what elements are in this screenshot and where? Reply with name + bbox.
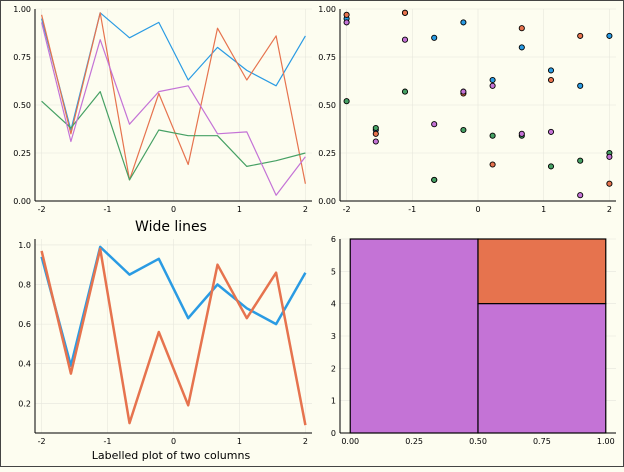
- scatter-point-3: [489, 132, 496, 139]
- x-tick-label: -2: [38, 437, 46, 446]
- x-tick-label: -1: [408, 205, 416, 214]
- scatter-point-2: [606, 180, 613, 187]
- scatter-point-2: [547, 76, 555, 84]
- x-tick-label: 1: [237, 205, 242, 214]
- scatter-point-1: [547, 67, 555, 74]
- x-tick-label: 0: [171, 205, 176, 214]
- scatter-point-3: [372, 124, 379, 132]
- y-tick-label: 0: [331, 429, 336, 438]
- x-tick-label: -1: [104, 437, 112, 446]
- x-tick-label: 0.00: [341, 437, 359, 446]
- scatter-point-3: [401, 88, 409, 95]
- y-tick-label: 0.50: [13, 101, 31, 110]
- series-line-4: [41, 22, 306, 196]
- y-tick-label: 0.50: [318, 101, 336, 110]
- x-tick-label: 1.00: [597, 437, 615, 446]
- y-tick-label: 2: [331, 364, 336, 373]
- grid-cell-3: [477, 303, 607, 434]
- y-tick-label: 5: [331, 267, 336, 276]
- x-tick-label: 0: [475, 205, 480, 214]
- x-tick-label: -2: [38, 205, 46, 214]
- y-tick-label: 0.25: [13, 149, 31, 158]
- x-tick-label: 2: [303, 437, 308, 446]
- series-line-2: [41, 12, 306, 184]
- y-tick-label: 1.00: [318, 5, 336, 14]
- y-tick-label: 4: [331, 300, 336, 309]
- x-tick-label: 1: [237, 437, 242, 446]
- scatter-point-2: [372, 130, 379, 137]
- scatter-point-4: [372, 138, 379, 145]
- scatter-point-4: [460, 88, 467, 95]
- y-tick-label: 0.00: [318, 197, 336, 206]
- x-tick-label: 0.25: [405, 437, 423, 446]
- panel-line-bottom-left: -2 -1 0 1 2 0.2 0.4 0.6 0.8 1.0: [18, 239, 312, 446]
- scatter-point-4: [606, 153, 613, 160]
- y-tick-label: 0.25: [318, 149, 336, 158]
- scatter-point-4: [518, 130, 525, 137]
- y-tick-label: 3: [331, 332, 336, 341]
- y-tick-label: 0.00: [13, 197, 31, 206]
- x-tick-label: 2: [607, 205, 612, 214]
- scatter-point-4: [343, 19, 350, 26]
- scatter-point-2: [401, 9, 409, 16]
- y-tick-label: 0.4: [18, 360, 31, 369]
- scatter-point-1: [431, 34, 438, 41]
- panel-line-top-left: -2 -1 0 1 2 0.00 0.25 0.50 0.75 1.00: [13, 5, 312, 214]
- x-tick-label: -2: [343, 205, 351, 214]
- series-line-2: [40, 247, 307, 426]
- x-tick-label: 2: [303, 205, 308, 214]
- y-tick-label: 0.2: [18, 399, 31, 408]
- y-tick-label: 0.75: [318, 53, 336, 62]
- scatter-point-4: [489, 82, 496, 89]
- scatter-point-2: [577, 32, 584, 39]
- y-tick-label: 0.6: [18, 320, 31, 329]
- scatter-point-1: [489, 76, 496, 84]
- panel3-xlabel: Labelled plot of two columns: [92, 449, 251, 462]
- x-tick-label: 0: [171, 437, 176, 446]
- y-tick-label: 1.0: [18, 241, 31, 250]
- y-tick-label: 1: [331, 397, 336, 406]
- scatter-point-3: [547, 163, 555, 170]
- y-tick-label: 1.00: [13, 5, 31, 14]
- x-tick-label: 1: [541, 205, 546, 214]
- scatter-point-4: [431, 121, 438, 128]
- scatter-point-3: [577, 157, 584, 164]
- x-tick-label: -1: [104, 205, 112, 214]
- scatter-point-4: [401, 36, 409, 43]
- panel-scatter-top-right: -2 -1 0 1 2 0.00 0.25 0.50 0.75 1.00: [318, 5, 616, 214]
- y-tick-label: 0.75: [13, 53, 31, 62]
- x-tick-label: 0.50: [469, 437, 487, 446]
- scatter-point-3: [431, 176, 438, 183]
- scatter-point-1: [518, 44, 525, 51]
- scatter-point-3: [460, 126, 467, 134]
- grid-cell-2: [477, 238, 607, 305]
- scatter-point-1: [577, 82, 584, 89]
- panel3-title: Wide lines: [135, 219, 207, 235]
- scatter-point-1: [606, 32, 613, 39]
- x-tick-label: 0.75: [533, 437, 551, 446]
- grid-cell-1: [349, 238, 479, 434]
- y-tick-label: 0.8: [18, 281, 31, 290]
- scatter-point-4: [577, 192, 584, 199]
- panel-grid-bottom-right: 0.00 0.25 0.50 0.75 1.00 0 1 2 3 4 5 6: [331, 235, 616, 446]
- scatter-point-1: [460, 19, 467, 26]
- scatter-point-4: [547, 128, 555, 135]
- scatter-point-2: [489, 161, 496, 168]
- scatter-point-2: [518, 25, 525, 32]
- y-tick-label: 6: [331, 235, 336, 244]
- scatter-point-2: [343, 11, 350, 18]
- scatter-point-3: [343, 98, 350, 105]
